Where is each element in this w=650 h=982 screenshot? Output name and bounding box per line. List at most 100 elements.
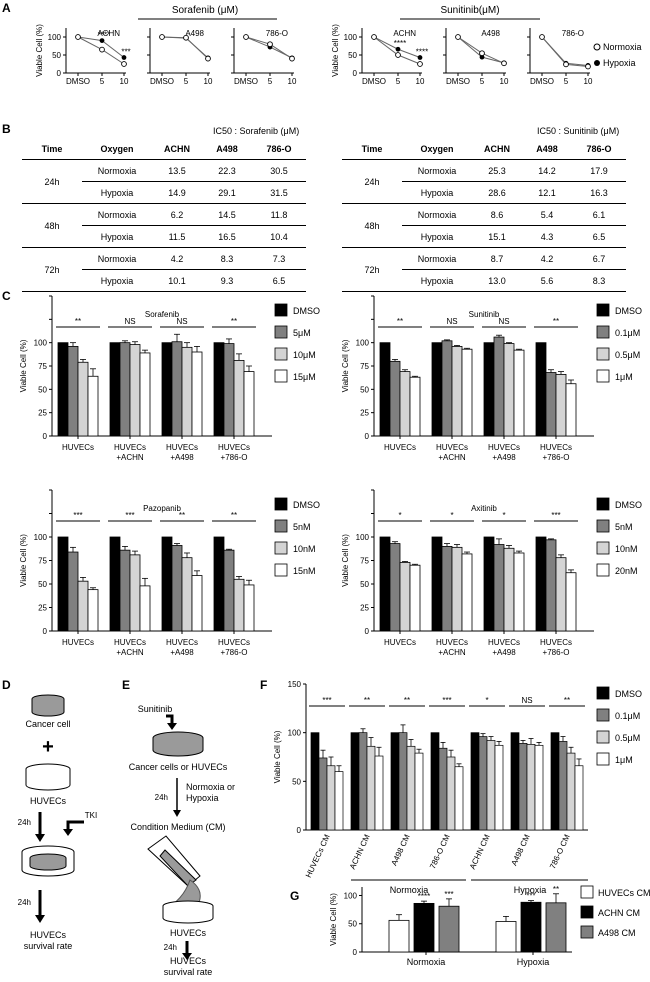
c-bar <box>213 342 225 437</box>
a-normoxia-point <box>371 34 377 40</box>
a-normoxia-point <box>75 34 81 40</box>
f-bar <box>494 744 504 831</box>
c-sig-label: *** <box>73 511 82 520</box>
table-header: ACHN <box>152 139 202 160</box>
c-group-label: HUVECs <box>384 638 416 647</box>
a-xtick-label: 5 <box>564 77 569 86</box>
c-ytick-label: 0 <box>43 432 48 441</box>
f-condition-label: Normoxia <box>390 885 429 895</box>
drug-arrow-icon <box>166 714 174 724</box>
ic50-value: 6.5 <box>572 225 626 248</box>
g-bar <box>520 901 542 953</box>
c-bar <box>483 536 495 632</box>
c-bar <box>535 536 547 632</box>
a-ylabel: Viable Cell (%) <box>331 24 340 77</box>
c-bar <box>223 549 235 632</box>
table-header: 786-O <box>572 139 626 160</box>
ic50-value: 6.7 <box>572 247 626 270</box>
a-xtick-label: 10 <box>204 77 213 86</box>
f-bar <box>486 740 496 831</box>
c-ytick-label: 0 <box>43 627 48 636</box>
f-ytick-label: 50 <box>292 777 301 786</box>
c-ytick-label: 50 <box>38 385 47 394</box>
a-legend-symbol-hypoxia <box>594 60 600 66</box>
panel-letter-d: D <box>2 678 11 692</box>
c-bar <box>441 340 453 437</box>
a-ytick-label: 100 <box>344 33 358 42</box>
c-ytick-label: 50 <box>38 580 47 589</box>
c-bar <box>191 575 203 632</box>
c-bar <box>57 536 69 632</box>
c-sig-label: ** <box>231 317 237 326</box>
ic50-value: 12.1 <box>522 181 572 204</box>
c-bar <box>213 536 225 632</box>
c-ytick-label: 100 <box>356 533 370 542</box>
c-ytick-label: 25 <box>360 409 369 418</box>
f-bar <box>454 766 464 831</box>
d-time-label: 24h <box>18 818 31 827</box>
c-bar <box>493 544 505 632</box>
table-row: 24h Normoxia 25.3 14.2 17.9 <box>342 159 626 204</box>
c-sig-label: * <box>398 511 401 520</box>
c-bar <box>379 536 391 632</box>
f-legend-label: DMSO <box>615 689 642 699</box>
f-sig-label: NS <box>521 696 532 705</box>
ic50-value: 6.5 <box>252 269 306 292</box>
d-result-label: HUVECs survival rate <box>24 930 73 951</box>
ic50-value: 11.8 <box>252 203 306 226</box>
f-bar <box>478 736 488 831</box>
c-bar <box>191 351 203 437</box>
a-cell-label: A498 <box>481 29 500 38</box>
ic50-value: 6.1 <box>572 203 626 226</box>
ic50-value: 31.5 <box>252 181 306 204</box>
c-sig-label: NS <box>124 317 135 326</box>
c-bar <box>67 551 79 632</box>
c-bar <box>461 553 473 632</box>
a-normoxia-point <box>267 41 273 48</box>
c-legend-swatch <box>274 347 288 361</box>
a-normoxia-point <box>159 34 165 40</box>
c-bar <box>555 557 567 632</box>
c-bar <box>109 342 121 437</box>
c-bar <box>243 371 255 437</box>
c-group-label: HUVECs +A498 <box>488 443 520 462</box>
f-legend-swatch <box>596 708 610 722</box>
down-arrow-head-icon <box>173 810 181 817</box>
c-bar <box>399 561 411 632</box>
c-ytick-label: 50 <box>360 385 369 394</box>
f-bar <box>550 732 560 831</box>
a-ytick-label: 0 <box>353 69 358 78</box>
f-bar <box>526 743 536 831</box>
transwell-insert-body <box>29 858 67 871</box>
g-legend-swatch <box>580 925 594 939</box>
ic50-value: 14.5 <box>202 203 252 226</box>
c-bar <box>431 342 443 437</box>
f-bar <box>406 745 416 831</box>
c-bar <box>441 546 453 632</box>
a-xtick-label: 10 <box>288 77 297 86</box>
c-ytick-label: 100 <box>34 533 48 542</box>
a-normoxia-point <box>585 63 591 70</box>
c-bar <box>119 549 131 632</box>
a-xtick-label: DMSO <box>150 77 174 86</box>
a-normoxia-point <box>289 55 295 62</box>
c-group-label: HUVECs +786-O <box>540 638 572 657</box>
g-significance: ** <box>553 885 559 894</box>
g-significance: *** <box>444 890 453 899</box>
c-ytick-label: 25 <box>360 604 369 613</box>
f-sig-label: ** <box>564 696 570 705</box>
c-sig-label: NS <box>446 317 457 326</box>
table-header: A498 <box>522 139 572 160</box>
ic50-value: 8.7 <box>472 247 522 270</box>
c-sig-label: * <box>450 511 453 520</box>
g-bar <box>545 902 567 953</box>
a-normoxia-point <box>417 61 423 67</box>
c-legend-swatch <box>596 541 610 555</box>
g-legend-label: ACHN CM <box>598 908 640 918</box>
table-row: Hypoxia 28.6 12.1 16.3 <box>342 181 626 204</box>
f-bar <box>350 732 360 831</box>
a-legend-label: Normoxia <box>603 42 642 52</box>
